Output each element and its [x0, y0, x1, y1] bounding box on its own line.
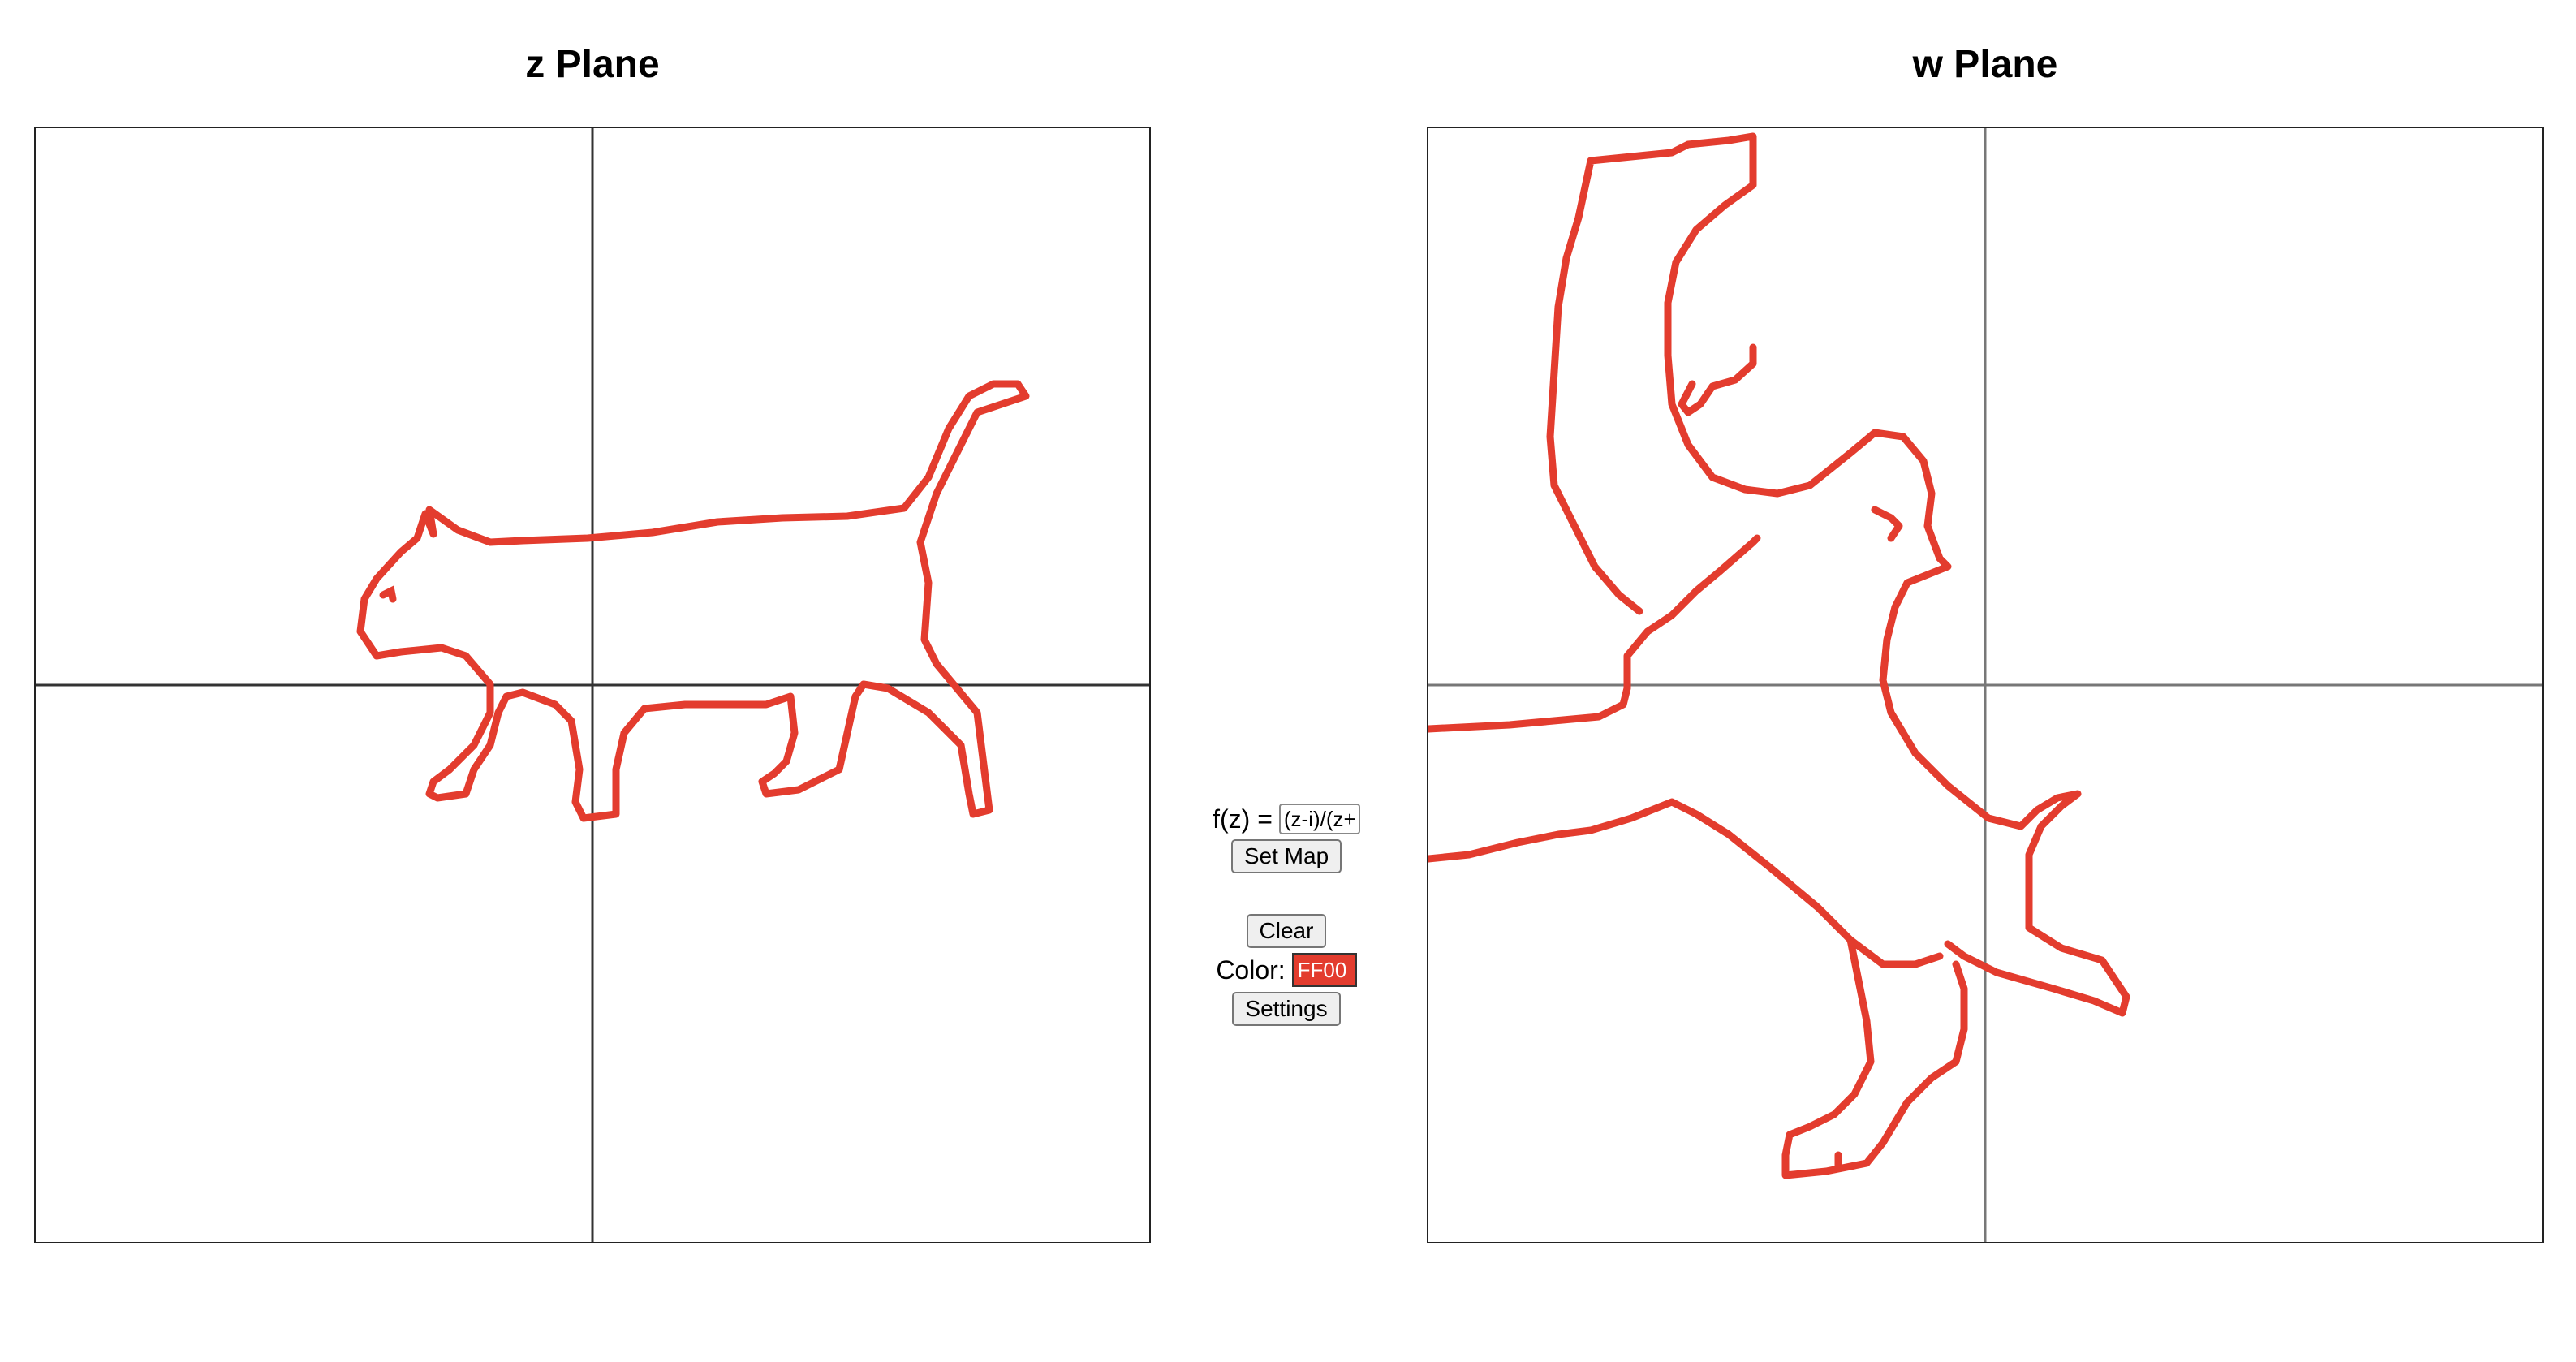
clear-button[interactable]: Clear	[1246, 914, 1327, 948]
fz-label: f(z) =	[1213, 804, 1273, 834]
color-picker[interactable]: FF00	[1291, 953, 1357, 987]
w-mapped-drawing	[1428, 132, 2130, 1179]
w-plane-title: w Plane	[1912, 43, 2058, 86]
set-map-button[interactable]: Set Map	[1230, 839, 1342, 873]
color-row: Color: FF00	[1177, 953, 1396, 987]
z-plane-canvas[interactable]	[34, 127, 1151, 1243]
fz-input[interactable]	[1278, 804, 1360, 834]
w-plane-canvas[interactable]	[1427, 127, 2544, 1243]
z-plane-title: z Plane	[525, 43, 660, 86]
color-label: Color:	[1216, 955, 1286, 985]
controls-panel: f(z) = Set Map Clear Color: FF00 Setting…	[1177, 804, 1396, 1031]
fz-row: f(z) =	[1177, 804, 1396, 834]
settings-button[interactable]: Settings	[1232, 992, 1341, 1026]
z-cat-eye	[379, 585, 397, 603]
z-cat-drawing	[356, 380, 1030, 822]
